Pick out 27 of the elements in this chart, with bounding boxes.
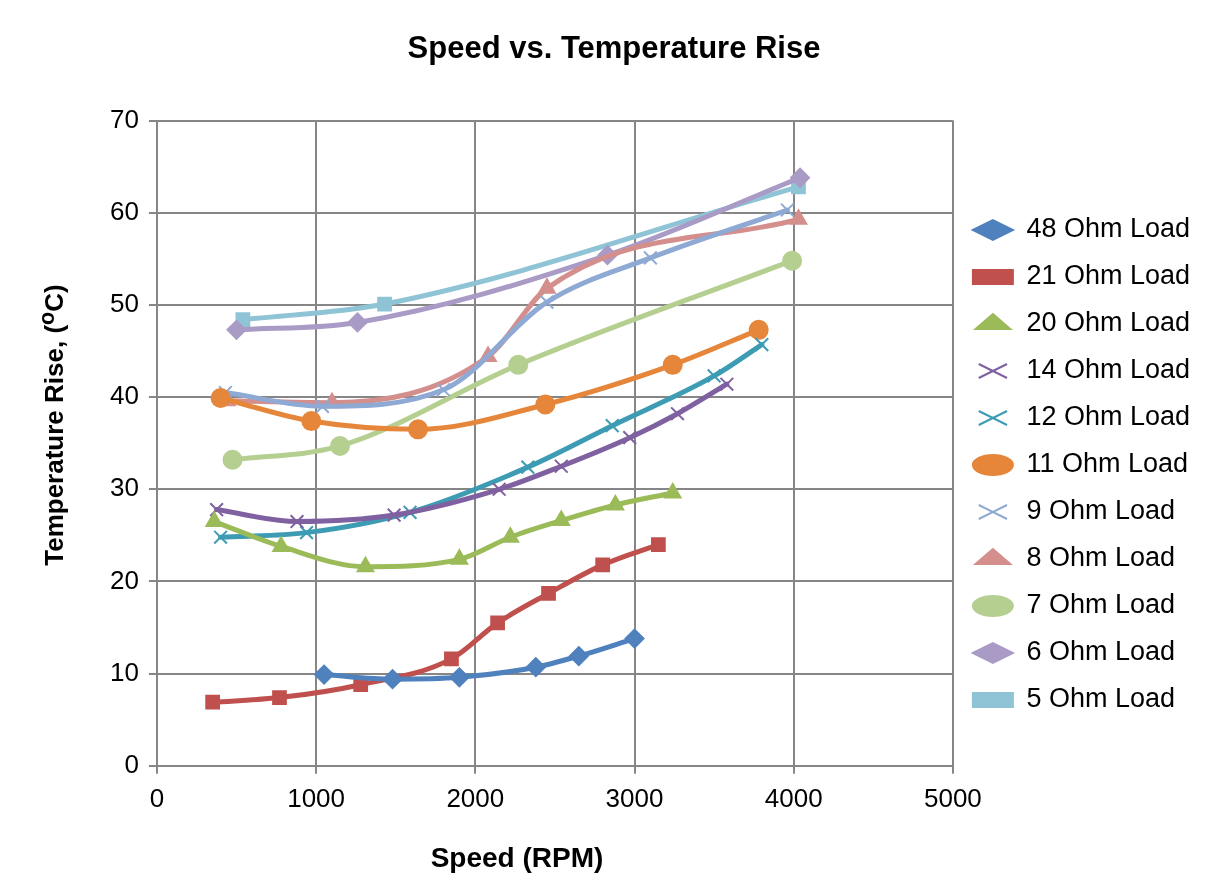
y-tick-label: 40 bbox=[110, 380, 139, 411]
y-tick-label: 0 bbox=[124, 748, 139, 779]
x-tick-label: 4000 bbox=[764, 782, 823, 813]
legend-label: 5 Ohm Load bbox=[1026, 683, 1175, 714]
y-tick-label: 70 bbox=[110, 103, 139, 134]
y-tick-label: 30 bbox=[110, 472, 139, 503]
legend-label: 14 Ohm Load bbox=[1026, 354, 1190, 385]
legend-label: 11 Ohm Load bbox=[1026, 448, 1188, 479]
x-tick-label: 3000 bbox=[605, 782, 664, 813]
x-tick-label: 5000 bbox=[923, 782, 982, 813]
x-tick-label: 0 bbox=[149, 782, 165, 813]
y-tick-label: 60 bbox=[110, 195, 139, 226]
x-tick-label: 2000 bbox=[446, 782, 505, 813]
legend-label: 6 Ohm Load bbox=[1026, 636, 1175, 667]
legend-label: 9 Ohm Load bbox=[1026, 495, 1175, 526]
legend-label: 8 Ohm Load bbox=[1026, 542, 1175, 573]
y-tick-label: 50 bbox=[110, 288, 139, 319]
legend-label: 21 Ohm Load bbox=[1026, 260, 1190, 291]
legend-label: 7 Ohm Load bbox=[1026, 589, 1175, 620]
y-tick-label: 20 bbox=[110, 564, 139, 595]
legend-label: 12 Ohm Load bbox=[1026, 401, 1190, 432]
y-tick-label: 10 bbox=[110, 656, 139, 687]
x-tick-label: 1000 bbox=[287, 782, 346, 813]
legend-label: 20 Ohm Load bbox=[1026, 307, 1190, 338]
x-axis-title: Speed (RPM) bbox=[429, 842, 605, 874]
legend-label: 48 Ohm Load bbox=[1026, 213, 1190, 244]
chart-title: Speed vs. Temperature Rise bbox=[406, 30, 822, 66]
